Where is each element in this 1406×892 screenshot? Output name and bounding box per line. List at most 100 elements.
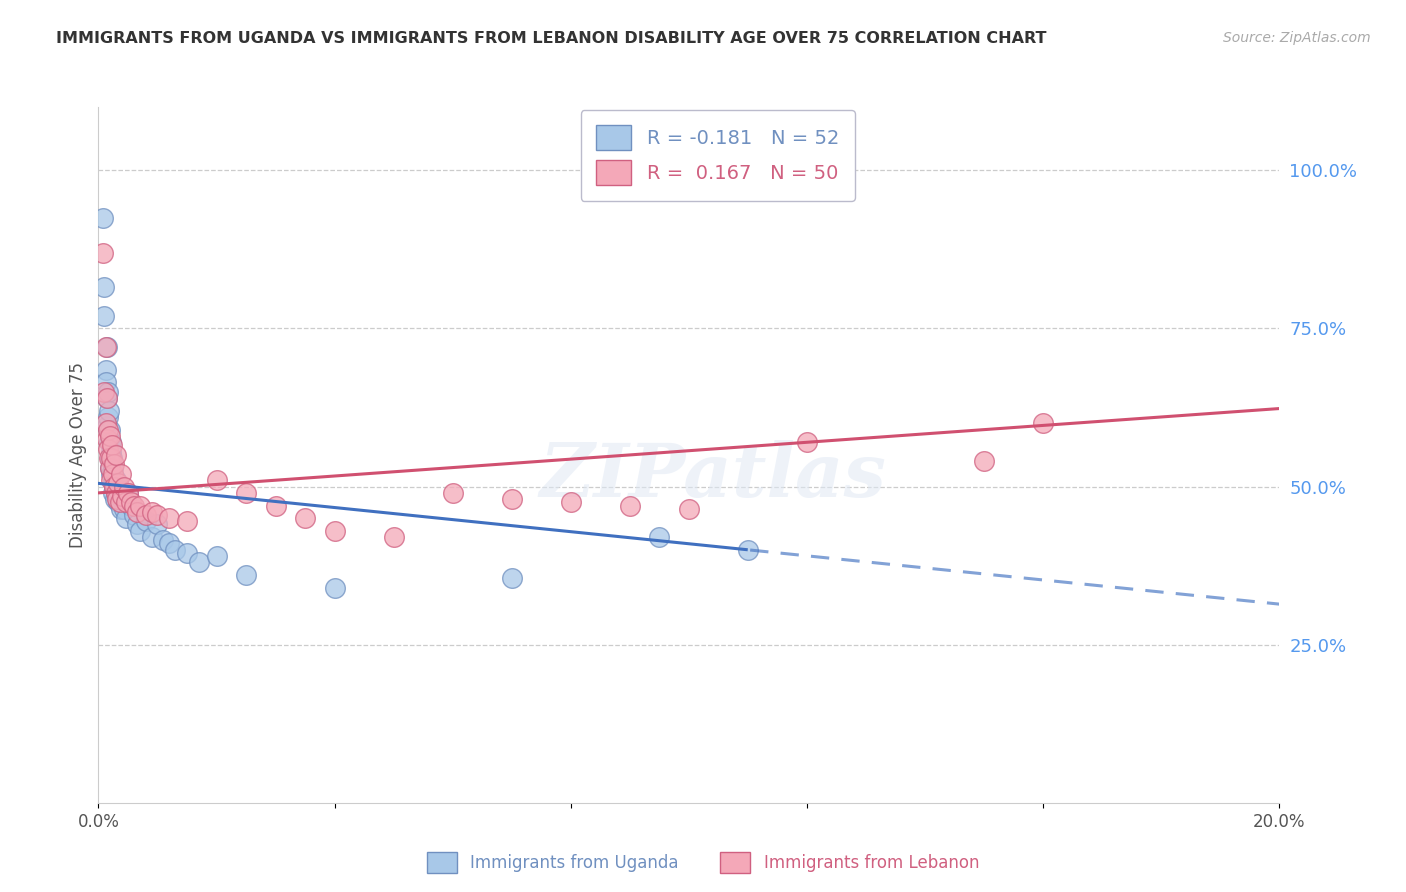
Point <box>98 423 121 437</box>
Y-axis label: Disability Age Over 75: Disability Age Over 75 <box>69 362 87 548</box>
Point <box>105 448 128 462</box>
Point <box>501 571 523 585</box>
Point <box>323 524 346 538</box>
Point <box>146 517 169 532</box>
Point <box>101 451 124 466</box>
Point <box>93 280 115 294</box>
Point <box>114 495 136 509</box>
Point <box>104 486 127 500</box>
Point <box>94 362 117 376</box>
Point <box>176 546 198 560</box>
Point <box>94 417 117 431</box>
Point <box>98 403 121 417</box>
Point <box>125 517 148 532</box>
Point <box>101 476 124 491</box>
Legend: R = -0.181   N = 52, R =  0.167   N = 50: R = -0.181 N = 52, R = 0.167 N = 50 <box>581 110 855 201</box>
Point <box>98 451 121 466</box>
Legend: Immigrants from Uganda, Immigrants from Lebanon: Immigrants from Uganda, Immigrants from … <box>420 846 986 880</box>
Point <box>97 442 120 456</box>
Point <box>100 444 122 458</box>
Point <box>157 536 180 550</box>
Point <box>1032 417 1054 431</box>
Point <box>103 479 125 493</box>
Point <box>96 391 118 405</box>
Point <box>103 470 125 484</box>
Point <box>97 409 120 424</box>
Point <box>973 454 995 468</box>
Point <box>100 467 122 481</box>
Point <box>108 483 131 497</box>
Point <box>135 514 157 528</box>
Point <box>91 245 114 260</box>
Point <box>112 501 135 516</box>
Point <box>152 533 174 548</box>
Point <box>103 460 125 475</box>
Point <box>96 391 118 405</box>
Point <box>112 479 135 493</box>
Point <box>111 489 134 503</box>
Point <box>97 423 120 437</box>
Point <box>101 438 124 452</box>
Point <box>110 501 132 516</box>
Point <box>98 429 121 443</box>
Point <box>648 530 671 544</box>
Point <box>98 460 121 475</box>
Point <box>110 467 132 481</box>
Point <box>104 492 127 507</box>
Point <box>103 467 125 481</box>
Point <box>97 384 120 399</box>
Point <box>117 486 139 500</box>
Point <box>93 384 115 399</box>
Point <box>114 511 136 525</box>
Point <box>98 460 121 475</box>
Point <box>91 211 114 225</box>
Point <box>141 530 163 544</box>
Point <box>108 495 131 509</box>
Point <box>176 514 198 528</box>
Point <box>107 495 129 509</box>
Point <box>678 501 700 516</box>
Point <box>619 499 641 513</box>
Point <box>100 451 122 466</box>
Point <box>103 479 125 493</box>
Point <box>128 499 150 513</box>
Point <box>105 492 128 507</box>
Point <box>105 473 128 487</box>
Text: Source: ZipAtlas.com: Source: ZipAtlas.com <box>1223 31 1371 45</box>
Text: IMMIGRANTS FROM UGANDA VS IMMIGRANTS FROM LEBANON DISABILITY AGE OVER 75 CORRELA: IMMIGRANTS FROM UGANDA VS IMMIGRANTS FRO… <box>56 31 1046 46</box>
Point <box>96 419 118 434</box>
Point <box>141 505 163 519</box>
Point <box>94 340 117 354</box>
Point <box>205 549 228 563</box>
Point <box>103 458 125 472</box>
Point <box>98 435 121 450</box>
Point <box>187 556 209 570</box>
Point <box>294 511 316 525</box>
Point <box>100 473 122 487</box>
Point <box>737 542 759 557</box>
Point <box>796 435 818 450</box>
Point <box>125 505 148 519</box>
Point <box>93 309 115 323</box>
Point <box>128 524 150 538</box>
Point <box>560 495 582 509</box>
Point <box>501 492 523 507</box>
Point <box>120 499 142 513</box>
Point <box>122 508 145 522</box>
Point <box>94 375 117 389</box>
Point <box>165 542 187 557</box>
Point <box>235 486 257 500</box>
Point <box>205 473 228 487</box>
Point <box>98 451 121 466</box>
Point <box>111 492 134 507</box>
Point <box>107 476 129 491</box>
Point <box>96 340 118 354</box>
Point <box>235 568 257 582</box>
Point <box>135 508 157 522</box>
Point <box>157 511 180 525</box>
Point <box>323 581 346 595</box>
Point <box>382 530 405 544</box>
Point <box>105 486 128 500</box>
Point <box>100 435 122 450</box>
Point <box>264 499 287 513</box>
